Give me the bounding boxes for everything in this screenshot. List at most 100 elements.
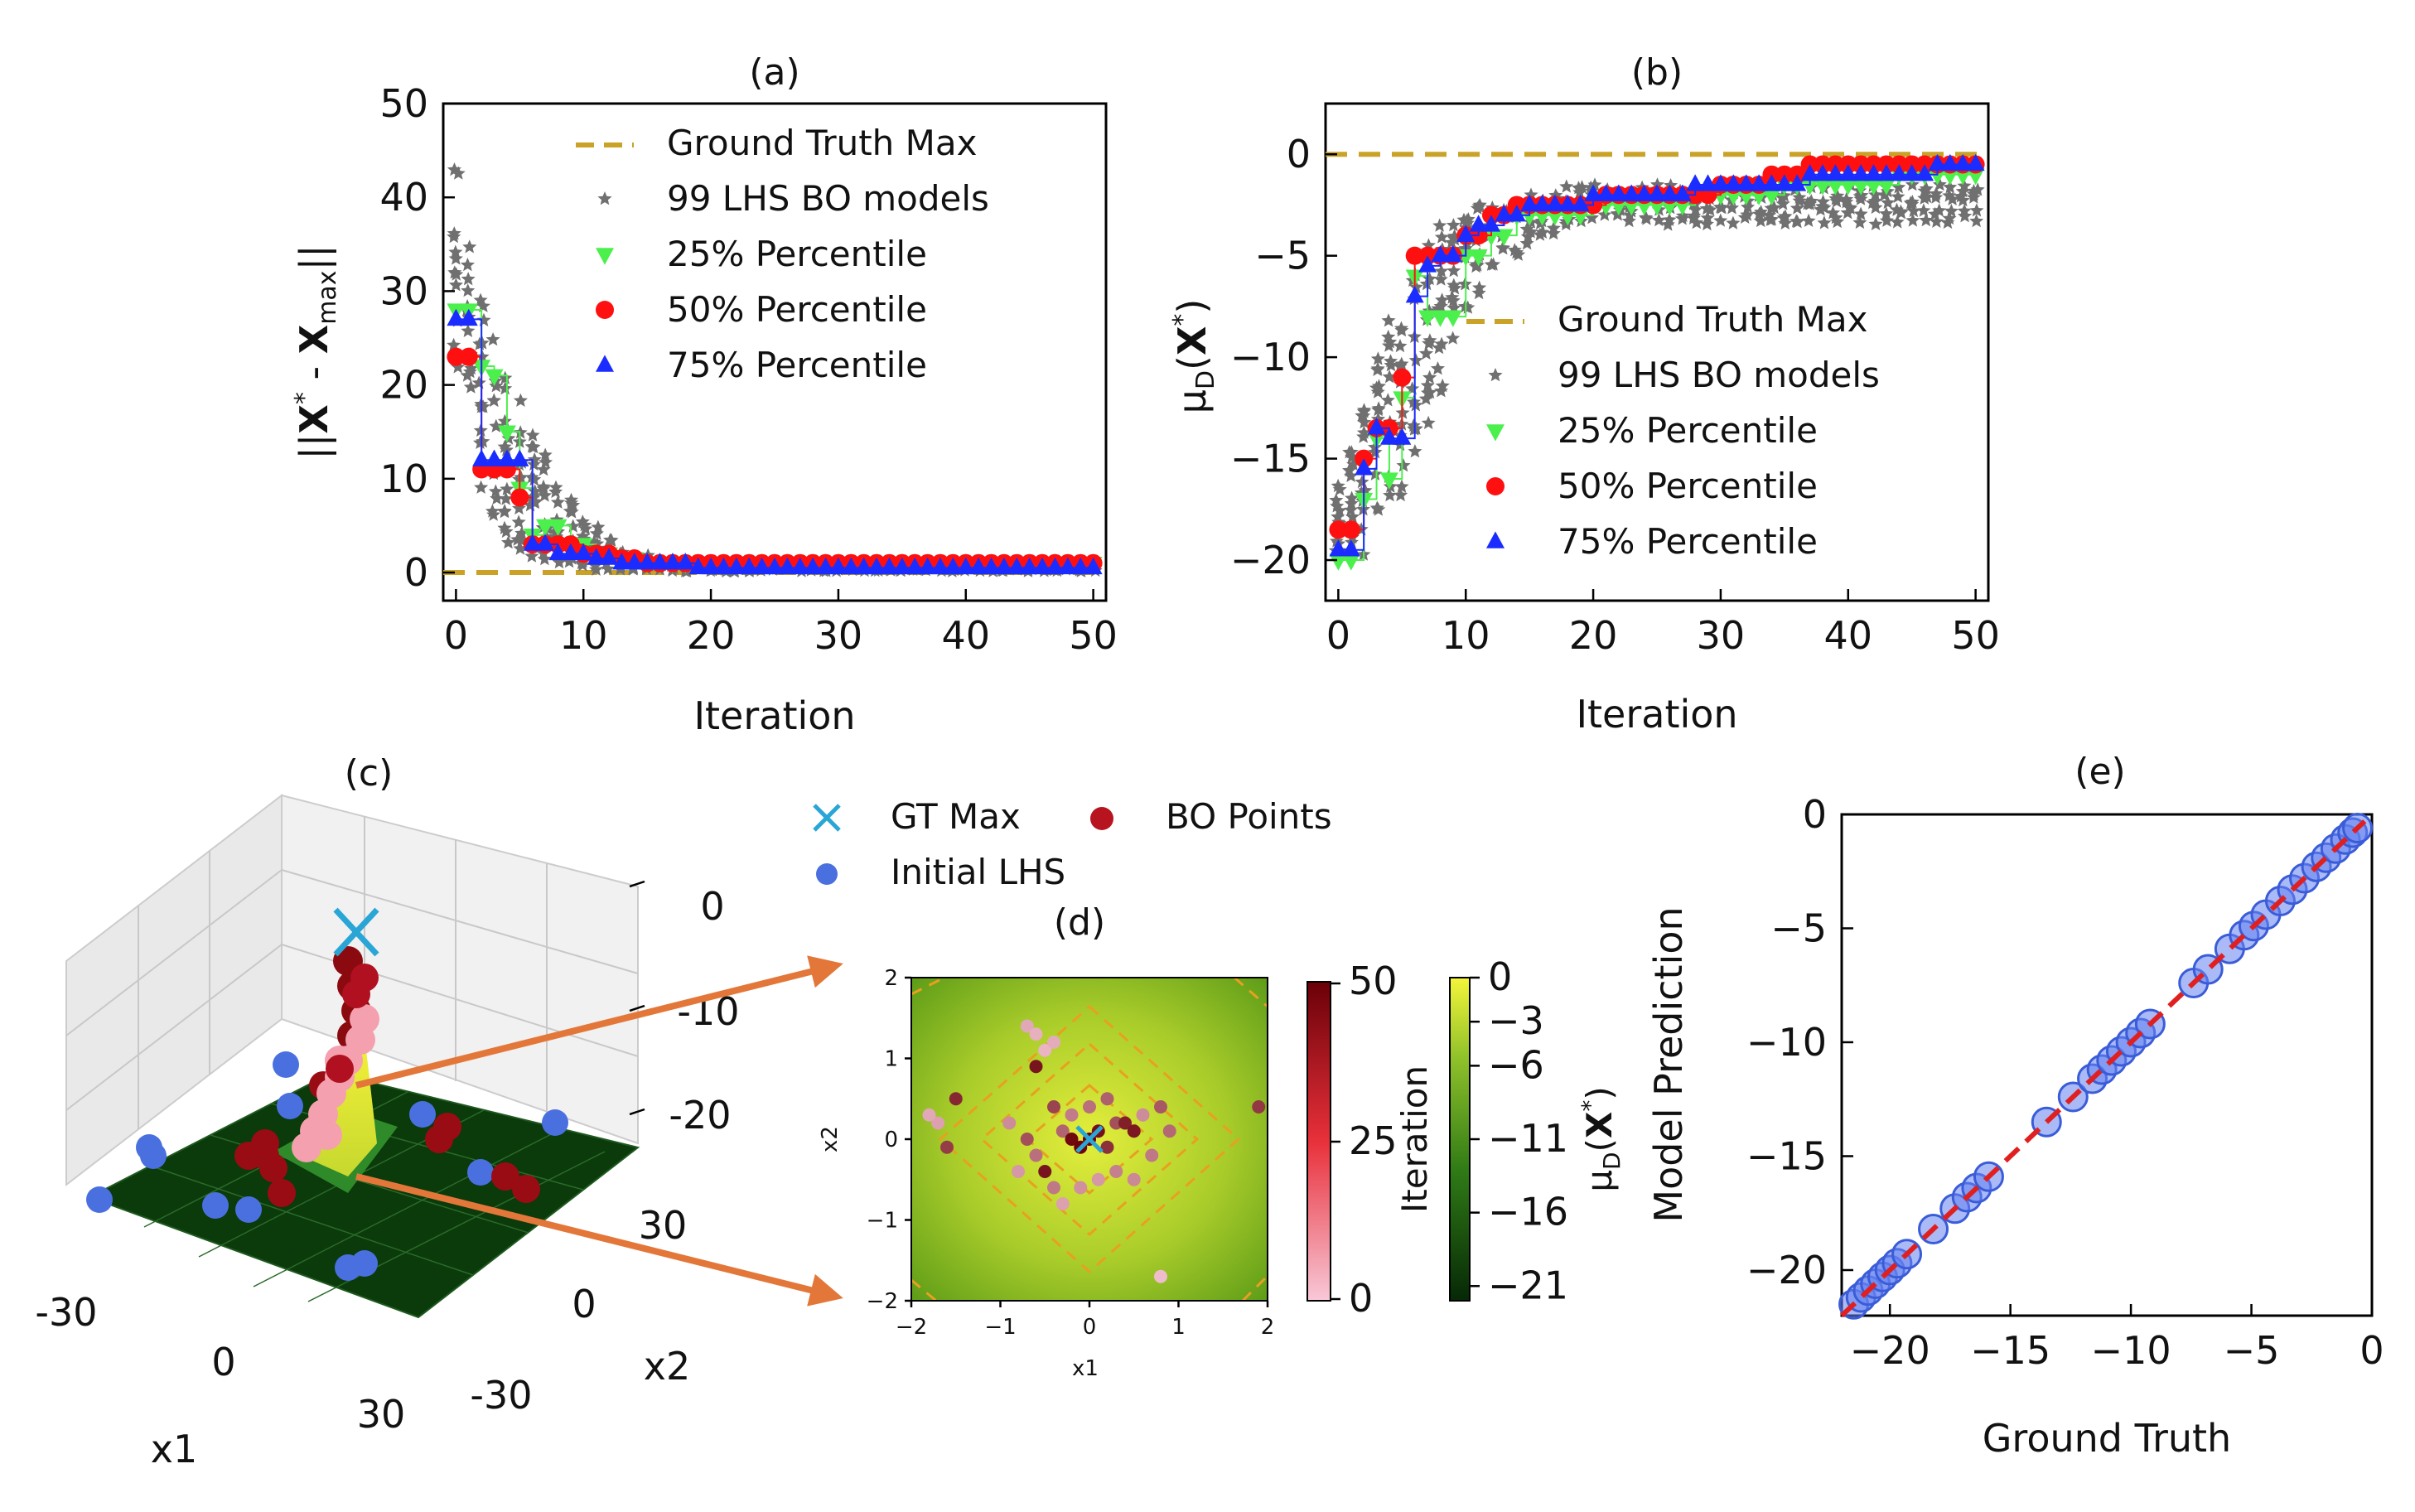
b-lhs-star <box>1471 285 1486 300</box>
a-legend-label: 25% Percentile <box>667 234 927 274</box>
b-lhs-star <box>1344 468 1359 482</box>
b-series-point <box>1660 184 1679 201</box>
panel-a-title: (a) <box>749 51 799 94</box>
b-series-point <box>1686 174 1705 191</box>
b-lhs-star <box>1408 353 1423 367</box>
a-series-point <box>600 548 618 565</box>
panel-c-bo-point <box>268 1179 296 1207</box>
b-series-point <box>1954 168 1973 186</box>
panel-c-z-ticks: 0 -10 -20 <box>629 880 740 1138</box>
a-lhs-star <box>462 239 477 254</box>
panel-c-surface-floor <box>87 1071 640 1319</box>
b-series-point <box>1635 184 1654 201</box>
b-lhs-star <box>1699 216 1714 231</box>
panel-d-bo-points <box>922 1019 1266 1283</box>
b-legend-series-icon <box>1486 424 1505 442</box>
panel-e-y-ticks: 0 −5 −10 −15 −20 <box>1746 792 1853 1292</box>
b-lhs-star <box>1434 336 1449 350</box>
b-lhs-star <box>1470 200 1485 215</box>
panel-d-y-tick-label: 0 <box>884 1128 898 1152</box>
b-legend-label: 25% Percentile <box>1558 410 1818 451</box>
a-y-tick-label: 0 <box>404 550 428 595</box>
b-lhs-star <box>1355 474 1369 489</box>
b-series-point <box>1966 168 1985 186</box>
a-series-point <box>523 534 542 551</box>
a-series-point <box>663 553 682 570</box>
panel-d-bo-point <box>1047 1036 1060 1049</box>
a-legend-label: 75% Percentile <box>667 345 927 385</box>
b-lhs-star <box>1843 200 1858 215</box>
a-x-tick-label: 50 <box>1069 613 1118 658</box>
a-series-point <box>485 449 504 466</box>
b-series-point <box>1495 229 1514 246</box>
colorbar-mu-label: μD(X*) <box>1577 1086 1625 1191</box>
b-series-point <box>1762 188 1781 205</box>
b-lhs-star <box>1460 213 1475 227</box>
b-series-point <box>1418 255 1437 273</box>
b-lhs-star <box>1394 479 1409 493</box>
a-series-point <box>485 369 504 386</box>
b-lhs-star <box>1890 215 1905 229</box>
a-lhs-star <box>564 492 579 506</box>
b-lhs-star <box>1406 418 1421 432</box>
b-lhs-star <box>1408 444 1422 458</box>
a-series-point <box>892 557 911 575</box>
panel-e-y-tick-label: −20 <box>1746 1248 1827 1292</box>
b-series-point <box>1609 184 1628 201</box>
b-lhs-star <box>1406 394 1421 408</box>
a-y-tick-label: 40 <box>379 175 428 220</box>
a-lhs-star <box>499 524 514 539</box>
b-y-tick-label: −15 <box>1230 437 1311 481</box>
a-lhs-star <box>511 500 526 515</box>
b-lhs-star <box>1394 356 1409 370</box>
b-lhs-star <box>1433 384 1448 398</box>
a-lhs-star <box>500 481 514 495</box>
panel-d-gt-max-marker <box>1075 1125 1104 1153</box>
b-legend-lhs-icon <box>1488 368 1503 382</box>
b-series-point <box>1469 249 1488 267</box>
panel-d-y-tick-label: 2 <box>884 966 898 991</box>
b-lhs-star <box>1422 370 1437 384</box>
panel-d-y-ticks: 2 1 0 −1 −2 <box>867 966 911 1314</box>
b-lhs-star <box>1775 196 1790 210</box>
b-lhs-star <box>1422 271 1437 286</box>
panel-d-bo-point <box>1074 1181 1088 1195</box>
a-lhs-star <box>448 244 463 258</box>
b-series-point <box>1609 198 1628 216</box>
b-lhs-star <box>1703 202 1717 216</box>
b-series-point <box>1507 205 1526 222</box>
panel-e-ylabel: Model Prediction <box>1646 906 1691 1222</box>
a-lhs-star <box>536 461 551 476</box>
b-lhs-star <box>1345 510 1360 524</box>
a-series-point <box>1020 557 1039 575</box>
b-lhs-star <box>1916 203 1931 217</box>
b-series-point <box>1520 208 1539 226</box>
a-lhs-star <box>552 554 567 569</box>
a-series-point <box>497 449 516 466</box>
b-lhs-star <box>1944 203 1959 218</box>
b-lhs-star <box>1546 226 1561 240</box>
panel-b-percentile-series <box>1329 153 1985 571</box>
b-lhs-star <box>1879 206 1894 220</box>
a-series-point <box>740 557 759 575</box>
panel-c-bo-point <box>512 1175 540 1203</box>
a-series-point <box>944 557 963 575</box>
b-lhs-star <box>1434 263 1449 278</box>
b-lhs-star <box>1420 378 1435 392</box>
a-series-point <box>790 557 809 575</box>
b-series-point <box>1622 198 1641 216</box>
a-lhs-star <box>463 379 478 394</box>
b-y-tick-label: 0 <box>1287 132 1311 176</box>
a-series-point <box>714 557 733 575</box>
a-lhs-star <box>447 162 461 176</box>
a-series-point <box>778 557 797 575</box>
b-lhs-star <box>1558 216 1573 231</box>
b-lhs-star <box>1675 211 1690 225</box>
b-series-point <box>1329 539 1348 557</box>
b-series-point <box>1724 188 1743 205</box>
b-lhs-star <box>1660 217 1675 231</box>
b-lhs-star <box>1801 213 1816 227</box>
b-series-point <box>1876 178 1896 196</box>
b-lhs-star <box>1800 196 1815 210</box>
